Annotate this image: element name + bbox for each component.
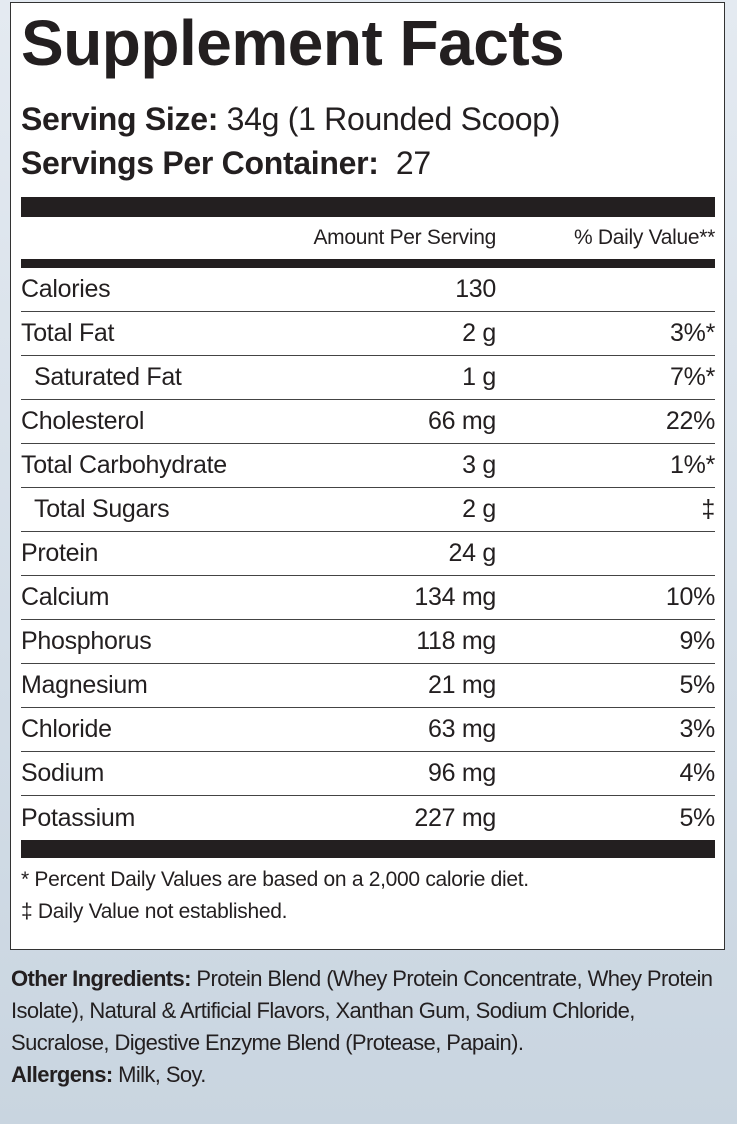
table-row: Calories 130: [21, 268, 715, 312]
panel-title: Supplement Facts: [21, 7, 565, 79]
amount-header: Amount Per Serving: [313, 226, 496, 249]
serving-size-value: 34g (1 Rounded Scoop): [226, 101, 561, 137]
divider-medium: [21, 259, 715, 268]
nutrient-name: Potassium: [21, 803, 136, 832]
nutrient-amount: 24 g: [448, 539, 497, 567]
table-row: Phosphorus 118 mg 9%: [21, 620, 715, 664]
table-row: Saturated Fat 1 g 7%*: [21, 356, 715, 400]
daily-value-header: % Daily Value**: [573, 226, 715, 249]
nutrient-daily-value: 22%: [665, 407, 715, 435]
nutrient-name: Total Sugars: [34, 495, 170, 523]
nutrient-daily-value: 7%*: [670, 363, 715, 391]
allergens-label: Allergens:: [11, 1062, 113, 1087]
nutrient-name: Sodium: [21, 759, 104, 787]
nutrient-daily-value: ‡: [701, 495, 715, 523]
table-row: Sodium 96 mg 4%: [21, 752, 715, 796]
nutrient-name: Phosphorus: [21, 627, 152, 655]
nutrient-amount: 1 g: [462, 363, 496, 391]
nutrient-amount: 63 mg: [428, 715, 496, 743]
nutrient-name: Calories: [21, 275, 111, 303]
nutrient-amount: 66 mg: [428, 407, 496, 435]
servings-per-container-value: 27: [395, 145, 431, 181]
footnotes: * Percent Daily Values are based on a 2,…: [21, 864, 715, 928]
nutrient-name: Chloride: [21, 715, 112, 743]
divider-thick: [21, 197, 715, 217]
nutrient-amount: 130: [455, 275, 496, 303]
nutrient-name: Total Fat: [21, 319, 115, 347]
footnote-daily-values: * Percent Daily Values are based on a 2,…: [21, 868, 529, 891]
servings-per-container-label: Servings Per Container:: [21, 145, 379, 181]
nutrient-name: Calcium: [21, 583, 110, 611]
nutrient-daily-value: 1%*: [670, 451, 715, 479]
nutrient-amount: 118 mg: [416, 627, 496, 655]
table-row: Total Sugars 2 g ‡: [21, 488, 715, 532]
servings-per-container: Servings Per Container: 27: [21, 141, 715, 185]
nutrient-amount: 21 mg: [428, 671, 496, 699]
supplement-facts-panel: Supplement Facts Serving Size: 34g (1 Ro…: [10, 2, 725, 950]
divider-bottom: [21, 840, 715, 858]
table-row: Cholesterol 66 mg 22%: [21, 400, 715, 444]
allergens-text: Milk, Soy.: [118, 1062, 206, 1087]
nutrient-amount: 3 g: [462, 451, 496, 479]
table-row: Potassium 227 mg 5%: [21, 796, 715, 840]
column-header: Amount Per Serving % Daily Value**: [21, 217, 715, 259]
nutrient-amount: 96 mg: [428, 759, 496, 787]
nutrient-daily-value: 4%: [679, 759, 715, 787]
nutrient-amount: 227 mg: [414, 803, 496, 832]
nutrient-amount: 2 g: [462, 495, 496, 523]
nutrient-daily-value: 5%: [679, 803, 715, 832]
nutrient-table: Calories 130 Total Fat 2 g 3%* Saturated Fat 1…: [21, 268, 715, 840]
table-row: Calcium 134 mg 10%: [21, 576, 715, 620]
nutrient-name: Magnesium: [21, 671, 148, 699]
allergens: Allergens: Milk, Soy.: [11, 1059, 731, 1091]
other-ingredients: Other Ingredients: Protein Blend (Whey P…: [11, 963, 731, 1059]
serving-size: Serving Size: 34g (1 Rounded Scoop): [21, 97, 715, 141]
nutrient-daily-value: 9%: [679, 627, 715, 655]
nutrient-name: Cholesterol: [21, 407, 145, 435]
other-ingredients-text: Protein Blend (Whey Protein Concentrate,…: [11, 966, 713, 1055]
nutrient-daily-value: 5%: [679, 671, 715, 699]
table-row: Total Fat 2 g 3%*: [21, 312, 715, 356]
nutrient-daily-value: 3%: [679, 715, 715, 743]
other-ingredients-label: Other Ingredients:: [11, 966, 191, 991]
table-row: Chloride 63 mg 3%: [21, 708, 715, 752]
nutrient-name: Protein: [21, 539, 99, 567]
table-row: Magnesium 21 mg 5%: [21, 664, 715, 708]
serving-size-label: Serving Size:: [21, 101, 219, 137]
ingredients-section: Other Ingredients: Protein Blend (Whey P…: [11, 963, 731, 1091]
table-row: Protein 24 g: [21, 532, 715, 576]
nutrient-daily-value: 10%: [665, 583, 715, 611]
nutrient-amount: 2 g: [462, 319, 496, 347]
nutrient-name: Saturated Fat: [34, 363, 182, 391]
table-row: Total Carbohydrate 3 g 1%*: [21, 444, 715, 488]
nutrient-amount: 134 mg: [414, 583, 496, 611]
nutrient-name: Total Carbohydrate: [21, 451, 227, 479]
footnote-not-established: ‡ Daily Value not established.: [21, 900, 288, 923]
nutrient-daily-value: 3%*: [670, 319, 715, 347]
